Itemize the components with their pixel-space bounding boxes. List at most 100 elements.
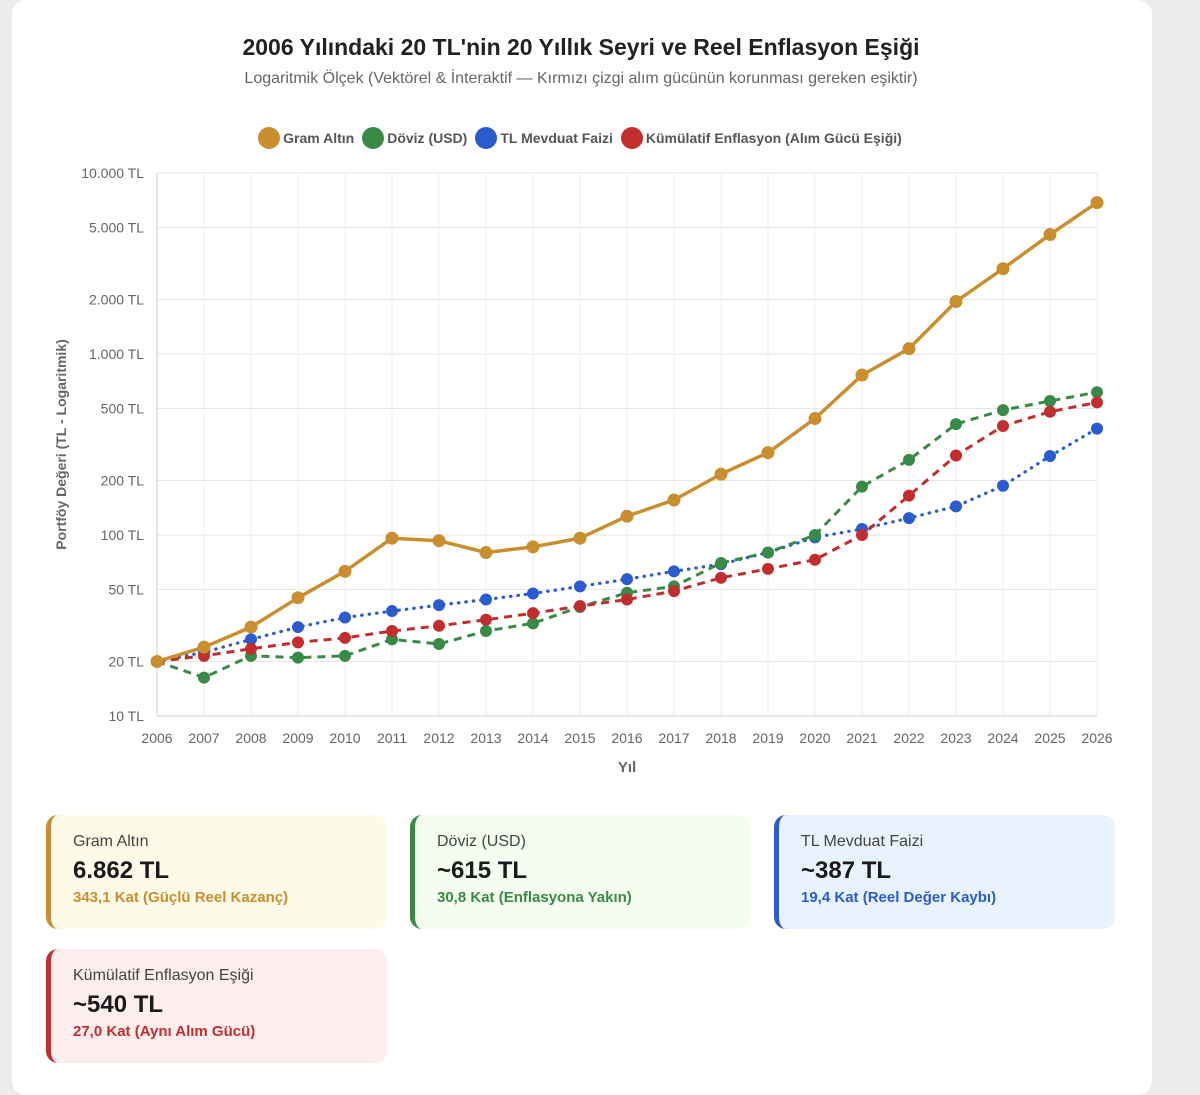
series-2-point [621,573,633,586]
stat-card-multiplier: 27,0 Kat (Aynı Alım Gücü) [73,1023,256,1040]
x-tick-label: 2018 [705,730,736,746]
series-0-point [902,342,916,356]
y-tick-label: 10.000 TL [81,165,144,181]
series-1-point [997,404,1009,417]
line-chart: 10 TL 20 TL 50 TL 100 TL 200 TL 500 TL 1.000 T… [53,165,1113,776]
y-tick-label: 1.000 TL [89,346,144,362]
series-0-point [667,493,681,507]
series-0-point [573,531,587,545]
series-0-point [1043,228,1057,242]
series-3-point [245,642,257,655]
series-3-point [809,553,821,566]
series-1-point [809,529,821,541]
series-3-point [480,613,492,626]
series-2-point [386,605,398,618]
series-0-point [808,412,822,426]
series-0 [150,196,1104,669]
series-1-line [156,390,1098,680]
series-0-point [479,546,493,560]
legend-item-doviz[interactable]: Döviz (USD) [362,127,467,149]
x-tick-label: 2020 [799,730,830,746]
stat-card-value: ~615 TL [437,857,528,884]
stat-card-multiplier: 30,8 Kat (Enflasyona Yakın) [437,889,632,906]
stat-card: Kümülatif Enflasyon Eşiği ~540 TL 27,0 Kat… [46,949,387,1063]
series-0-point [150,655,164,669]
stat-card-multiplier: 19,4 Kat (Reel Değer Kaybı) [801,889,997,906]
y-tick-label: 2.000 TL [89,292,144,308]
stat-card: TL Mevduat Faizi ~387 TL 19,4 Kat (Reel De… [774,815,1115,929]
series-0-point [1090,196,1104,210]
x-tick-label: 2022 [893,730,924,746]
series-2-point [950,500,962,513]
y-axis-title: Portföy Değeri (TL - Logaritmik) [53,339,69,550]
x-tick-label: 2024 [987,730,1018,746]
x-tick-label: 2013 [470,730,501,746]
series-2-point [433,599,445,612]
y-tick-label: 100 TL [101,527,145,543]
series-1-point [1091,386,1103,399]
series-1-point [198,671,210,684]
series-0-point [996,262,1010,276]
series-0-point [244,620,258,634]
stat-card-label: TL Mevduat Faizi [801,833,924,850]
legend-label: Döviz (USD) [387,130,468,146]
x-tick-label: 2010 [329,730,360,746]
x-tick-label: 2017 [658,730,689,746]
x-tick-label: 2012 [423,730,454,746]
stat-card-multiplier: 343,1 Kat (Güçlü Reel Kazanç) [73,889,289,906]
series-3 [151,396,1103,668]
stat-card-value: ~540 TL [73,991,164,1018]
y-tick-label: 20 TL [108,654,144,670]
series-0-point [761,446,775,460]
series-2-point [574,580,586,593]
series-3-point [668,585,680,598]
x-axis-title: Yıl [618,759,636,776]
series-3-point [903,489,915,502]
series-3-point [1091,396,1103,409]
series-0-point [620,509,634,523]
legend-item-mevduat[interactable]: TL Mevduat Faizi [475,127,613,149]
series-3-point [950,449,962,462]
series-2-point [245,633,257,646]
series-3-point [574,600,586,613]
y-tick-label: 500 TL [101,400,145,416]
chart-subtitle: Logaritmik Ölçek (Vektörel & İnteraktif … [244,70,918,87]
series-0-point [432,534,446,548]
x-tick-label: 2016 [611,730,642,746]
series-0-point [197,640,211,654]
series-3-point [1044,405,1056,418]
stat-card-label: Kümülatif Enflasyon Eşiği [73,967,254,984]
series-1-point [480,624,492,637]
legend-item-enflasyon[interactable]: Kümülatif Enflasyon (Alım Gücü Eşiği) [620,127,902,149]
legend-label: Gram Altın [283,130,355,146]
series-2-point [997,479,1009,492]
legend-swatch [362,127,385,149]
legend-item-gram-altin[interactable]: Gram Altın [258,127,354,149]
series-0-point [338,564,352,578]
series-1-point [386,633,398,646]
stat-card-value: 6.862 TL [73,857,170,884]
series-3-point [621,593,633,606]
legend-swatch [258,127,281,149]
series-3-point [339,631,351,644]
series-0-point [385,531,399,545]
series-2-point [1044,450,1056,463]
series-3-line [156,400,1098,663]
series-0-point [526,540,540,554]
legend-swatch [620,127,643,149]
series-3-point [386,624,398,637]
series-1-point [433,637,445,650]
stat-card: Gram Altın 6.862 TL 343,1 Kat (Güçlü Reel … [46,815,387,929]
series-2-point [527,587,539,600]
x-tick-label: 2014 [517,730,548,746]
x-tick-label: 2006 [141,730,172,746]
series-2-point [668,565,680,578]
series-3-point [997,420,1009,433]
series-2-point [903,512,915,525]
y-tick-label: 50 TL [108,581,144,597]
series-1-point [527,617,539,630]
series-3-point [715,571,727,584]
stat-card-label: Gram Altın [73,833,149,850]
x-tick-label: 2007 [188,730,219,746]
x-tick-label: 2009 [282,730,313,746]
